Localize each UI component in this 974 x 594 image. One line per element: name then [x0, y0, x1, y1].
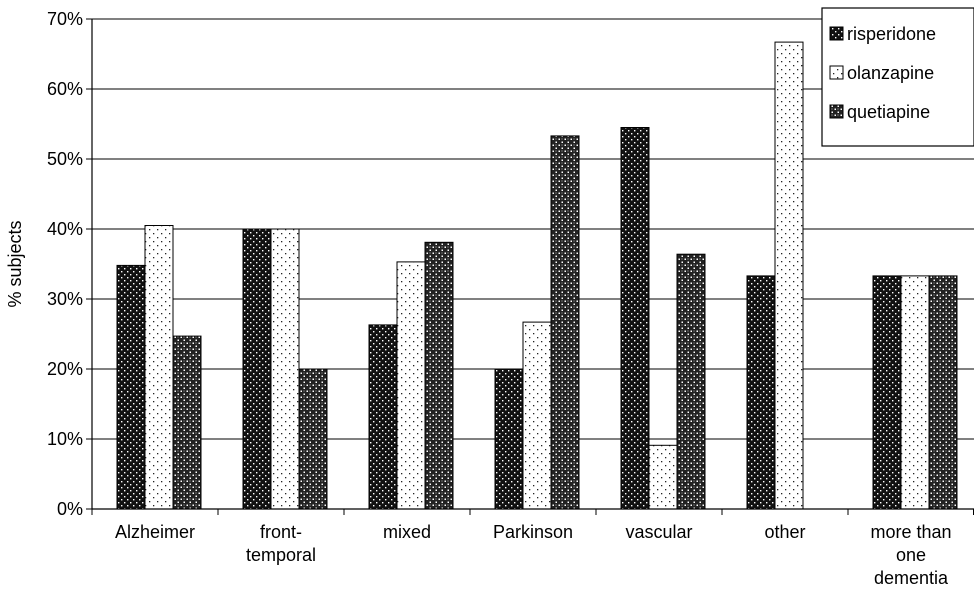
legend-swatch-risperidone — [829, 26, 844, 41]
bar-risperidone — [872, 275, 902, 510]
x-category-label: Alzheimer — [115, 522, 195, 542]
y-tick-label: 40% — [47, 219, 83, 239]
bar-olanzapine — [648, 444, 678, 510]
x-category-label: dementia — [874, 568, 949, 588]
legend: risperidone olanzapine quetiapine — [821, 7, 974, 147]
y-tick-label: 20% — [47, 359, 83, 379]
legend-box — [821, 7, 974, 147]
y-tick-label: 30% — [47, 289, 83, 309]
legend-label-olanzapine: olanzapine — [847, 63, 934, 83]
category-labels: Alzheimer front-temporal mixed Parkinson vas… — [115, 522, 952, 588]
bar-quetiapine — [298, 368, 328, 510]
y-tick-labels: 0% 10% 20% 30% 40% 50% 60% 70% — [47, 9, 83, 519]
x-category-label: Parkinson — [493, 522, 573, 542]
bar-quetiapine — [928, 275, 958, 510]
y-tick-label: 60% — [47, 79, 83, 99]
legend-label-risperidone: risperidone — [847, 24, 936, 44]
bar-olanzapine — [270, 228, 300, 510]
bar-olanzapine — [144, 225, 174, 510]
x-category-label: mixed — [383, 522, 431, 542]
bar-risperidone — [368, 324, 398, 510]
bar-risperidone — [116, 264, 146, 510]
legend-swatch-olanzapine — [829, 65, 844, 80]
bar-risperidone — [746, 275, 776, 510]
axes — [91, 19, 974, 515]
x-category-label: front- — [260, 522, 302, 542]
bar-olanzapine — [774, 41, 804, 510]
bar-risperidone — [494, 368, 524, 510]
bar-quetiapine — [550, 135, 580, 510]
x-category-label: one — [896, 545, 926, 565]
y-axis-label: % subjects — [5, 220, 25, 307]
y-tick-label: 0% — [57, 499, 83, 519]
x-category-label: temporal — [246, 545, 316, 565]
bar-risperidone — [242, 228, 272, 510]
x-category-label: vascular — [625, 522, 692, 542]
bar-quetiapine — [676, 253, 706, 510]
y-tick-label: 50% — [47, 149, 83, 169]
legend-label-quetiapine: quetiapine — [847, 102, 930, 122]
bars — [116, 41, 958, 510]
y-tick-label: 10% — [47, 429, 83, 449]
x-category-label: more than — [870, 522, 951, 542]
x-category-label: other — [764, 522, 805, 542]
bar-olanzapine — [900, 275, 930, 510]
bar-quetiapine — [424, 241, 454, 510]
bar-quetiapine — [172, 335, 202, 510]
y-tick-label: 70% — [47, 9, 83, 29]
bar-olanzapine — [522, 321, 552, 510]
bar-olanzapine — [396, 261, 426, 510]
bar-risperidone — [620, 127, 650, 510]
legend-swatch-quetiapine — [829, 104, 844, 119]
